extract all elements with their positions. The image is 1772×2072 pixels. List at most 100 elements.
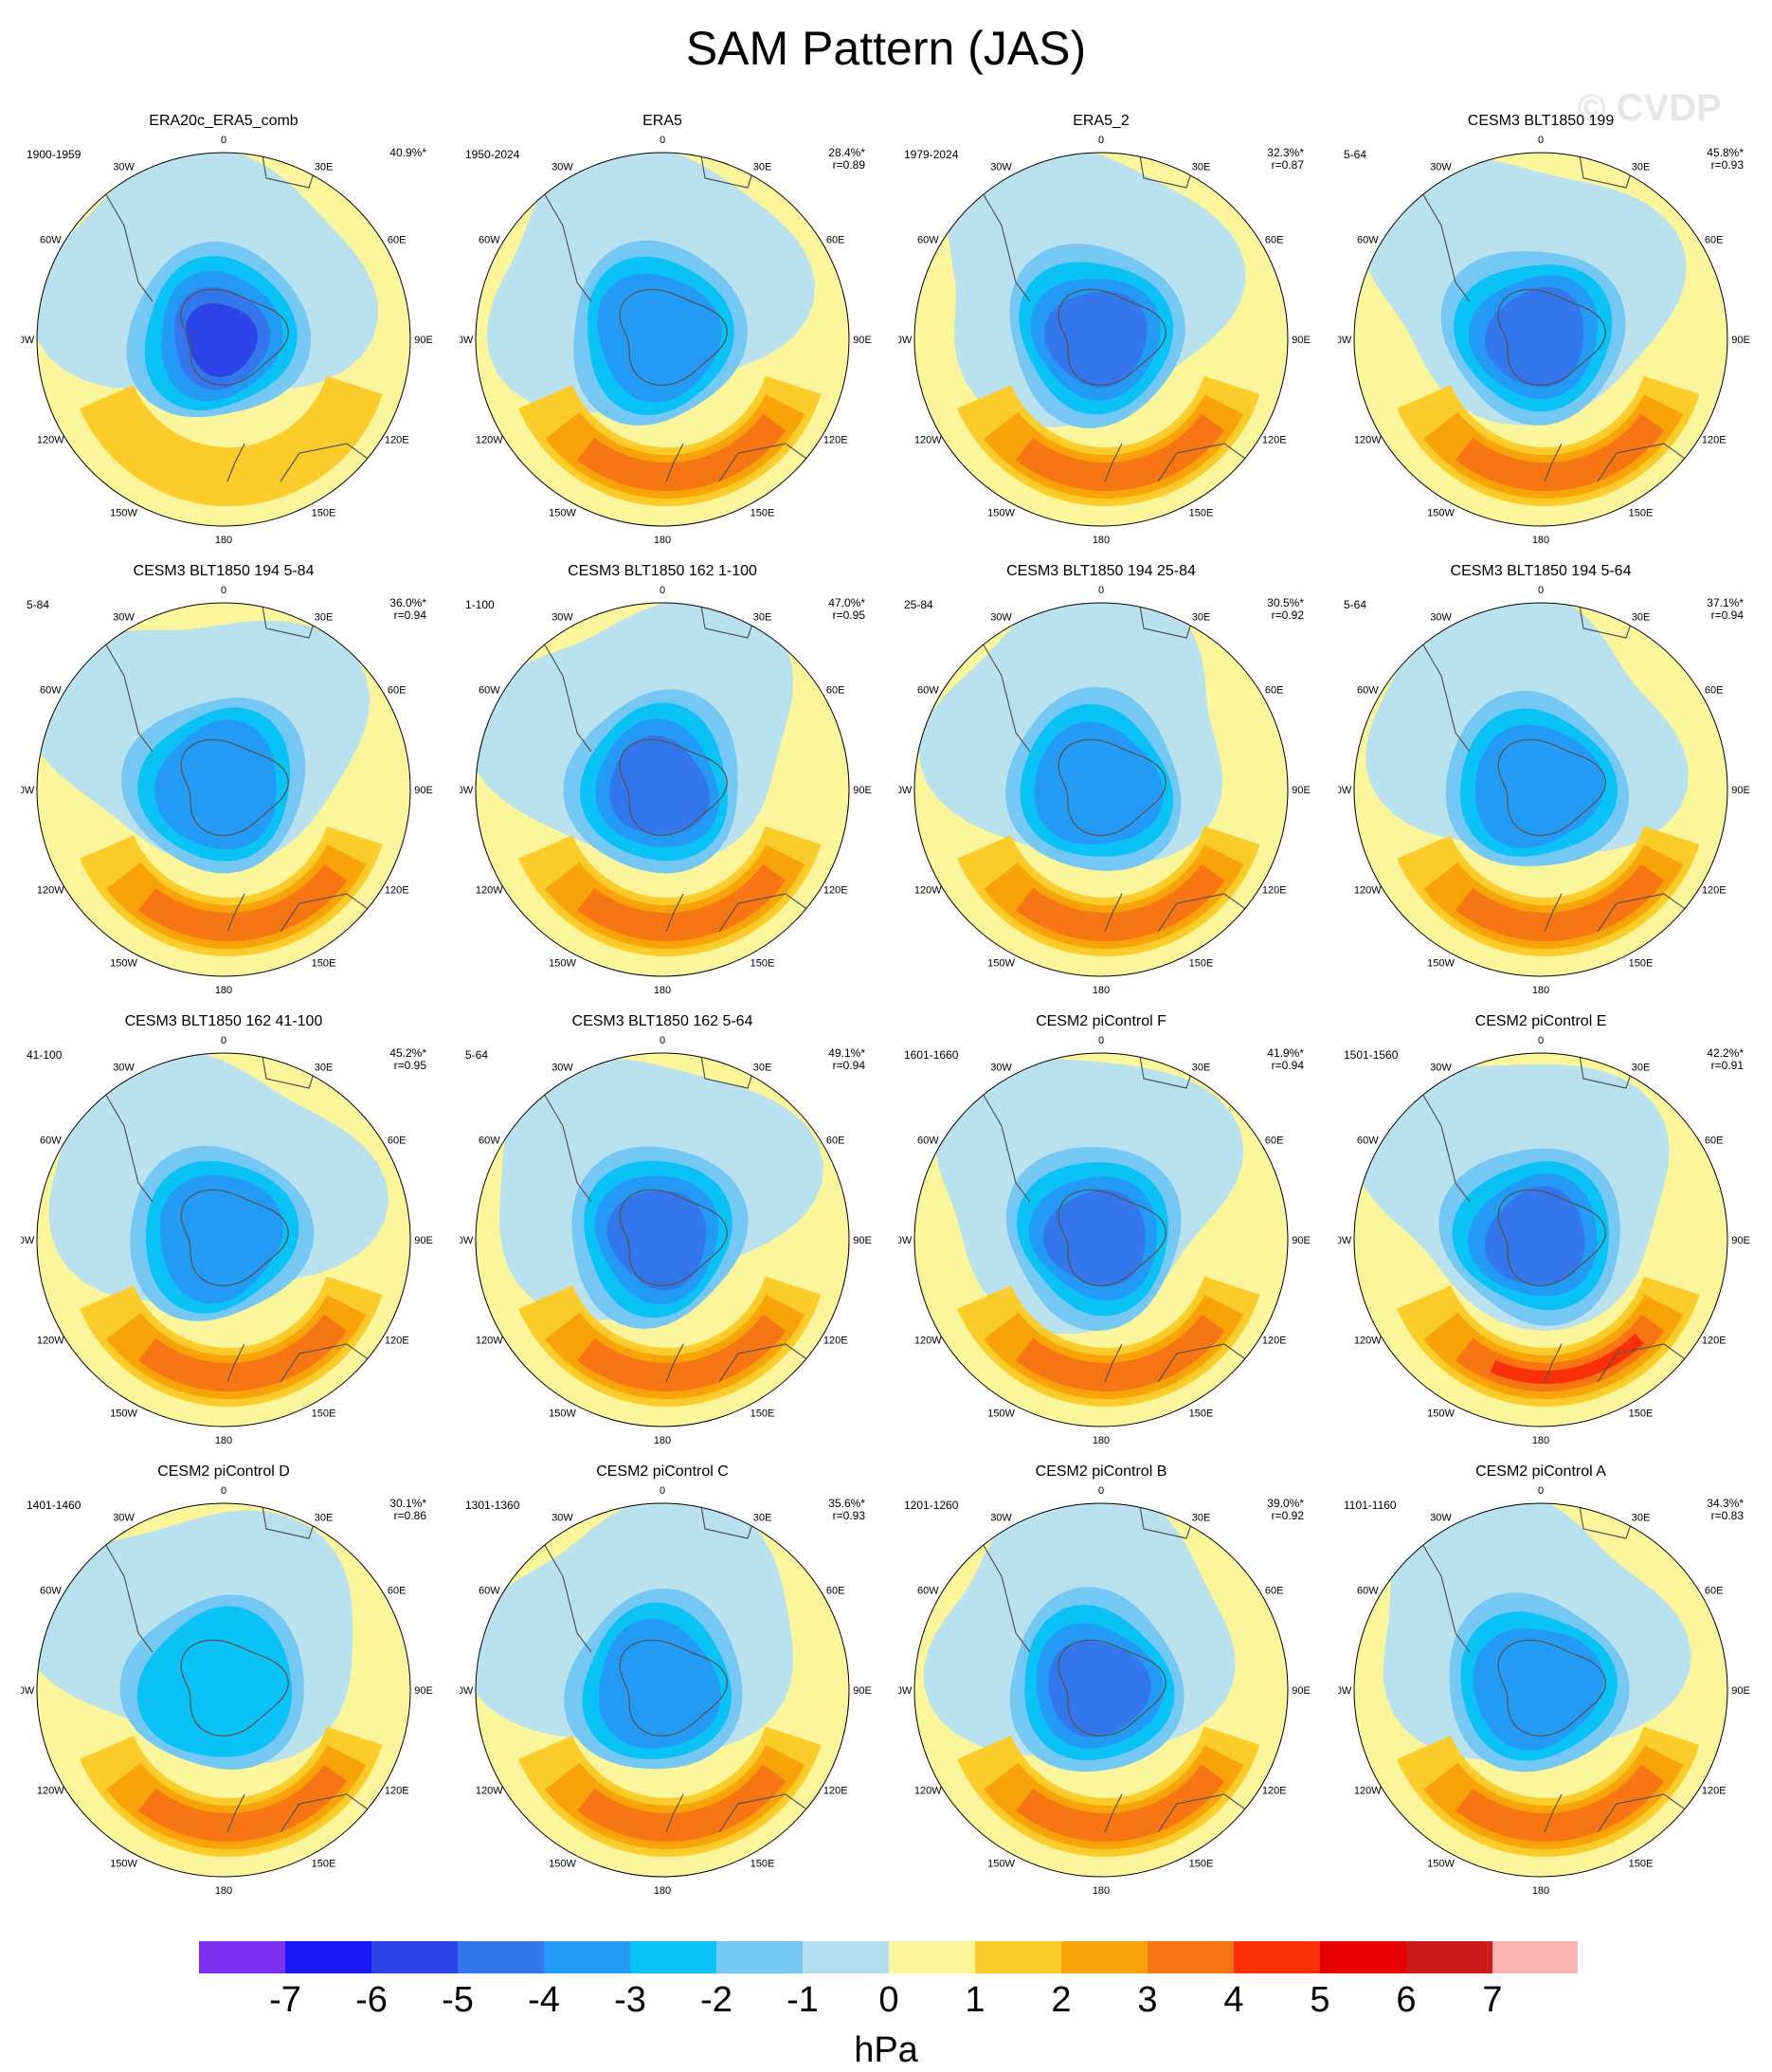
antarctica-coastline — [180, 738, 289, 837]
panel-period: 25-84 — [904, 598, 933, 611]
antarctica-coastline — [1058, 738, 1166, 837]
panel-title: ERA5 — [642, 113, 682, 129]
colorbar-tick-label: -5 — [442, 1980, 474, 2020]
contour-level--4 — [597, 273, 722, 403]
panel-period: 1601-1660 — [904, 1048, 959, 1062]
map-border — [913, 152, 1289, 527]
south-america-coastline — [967, 1068, 1031, 1203]
map-panel: CESM2 piControl A 1101-1160 34.3%* r=0.83 0 3… — [1338, 1463, 1770, 1903]
longitude-label: 60E — [826, 1586, 845, 1597]
longitude-label: 90W — [21, 335, 35, 346]
longitude-label: 180 — [1093, 1435, 1110, 1446]
map-border — [36, 152, 411, 527]
panel-correlation: r=0.86 — [393, 1509, 426, 1522]
longitude-label: 90W — [898, 1235, 913, 1246]
longitude-label: 120W — [476, 435, 503, 446]
colorbar-tick-label: -4 — [528, 1980, 560, 2020]
longitude-label: 30W — [551, 1512, 573, 1523]
contour-level--5 — [1484, 1186, 1585, 1285]
panel-period: 5-64 — [1344, 148, 1367, 161]
antarctica-coastline — [1497, 1639, 1606, 1737]
longitude-label: 150W — [987, 1409, 1015, 1420]
longitude-label: 30E — [1192, 1512, 1211, 1523]
panel-period: 1301-1360 — [465, 1499, 520, 1512]
longitude-label: 60W — [40, 235, 62, 246]
south-america-coastline — [967, 168, 1031, 302]
panel-title: CESM2 piControl F — [1036, 1013, 1166, 1029]
polar-map: 0 30E 60E 90E 120E 150E 180 150W 120W 90W 60W 30W — [898, 1485, 1311, 1897]
longitude-label: 150W — [110, 958, 137, 970]
longitude-label: 150W — [110, 1859, 137, 1870]
antarctica-coastline — [180, 1639, 289, 1737]
map-border — [913, 1052, 1289, 1427]
new-zealand-coastline — [1544, 893, 1563, 933]
map-border — [1353, 1502, 1728, 1878]
contour-level--5 — [609, 736, 710, 834]
panel-title: CESM2 piControl C — [596, 1463, 729, 1480]
contour-level-3 — [1015, 1764, 1225, 1842]
colorbar-swatch — [975, 1941, 1061, 1973]
longitude-label: 120E — [1262, 435, 1287, 446]
panel-correlation: r=0.87 — [1271, 158, 1304, 172]
panel-period: 5-64 — [1344, 598, 1367, 611]
colorbar-swatch — [285, 1941, 371, 1973]
polar-map: 0 30E 60E 90E 120E 150E 180 150W 120W 90W 60W 30W — [21, 1035, 433, 1446]
longitude-label: 150E — [750, 1859, 775, 1870]
longitude-label: 60W — [40, 1136, 62, 1147]
panel-explained-variance: 30.1%* — [389, 1497, 426, 1510]
panel-title: CESM3 BLT1850 162 1-100 — [568, 563, 757, 579]
longitude-label: 90W — [1338, 335, 1352, 346]
panel-period: 1900-1959 — [27, 148, 81, 161]
longitude-label: 90E — [414, 1235, 433, 1246]
map-border — [475, 1502, 850, 1878]
longitude-label: 60E — [826, 685, 845, 697]
longitude-label: 150W — [987, 958, 1015, 970]
antarctica-coastline — [619, 1639, 728, 1737]
panel-period: 1201-1260 — [904, 1499, 959, 1512]
map-panel: CESM3 BLT1850 194 5-64 5-64 37.1%* r=0.94 0 3… — [1338, 562, 1770, 1003]
panel-title: ERA5_2 — [1073, 113, 1130, 129]
longitude-label: 0 — [1538, 1035, 1544, 1046]
colorbar-swatch — [716, 1941, 803, 1973]
panel-period: 1979-2024 — [904, 148, 959, 161]
longitude-label: 30E — [753, 1512, 772, 1523]
contour-level-3 — [137, 863, 348, 941]
longitude-label: 60W — [917, 685, 939, 697]
panel-explained-variance: 45.8%* — [1707, 146, 1744, 159]
map-border — [1353, 152, 1728, 527]
panel-title: CESM3 BLT1850 194 25-84 — [1006, 563, 1196, 579]
longitude-label: 0 — [1098, 1485, 1104, 1497]
panel-explained-variance: 47.0%* — [828, 596, 865, 609]
longitude-label: 150E — [312, 508, 336, 519]
longitude-label: 60E — [1265, 1136, 1284, 1147]
panel-correlation: r=0.93 — [1710, 158, 1744, 172]
longitude-label: 120W — [1354, 435, 1382, 446]
longitude-label: 60E — [388, 685, 407, 697]
contour-level-3 — [576, 413, 787, 491]
contour-level--5 — [1048, 1641, 1151, 1737]
colorbar-tick-label: -2 — [700, 1980, 732, 2020]
longitude-label: 60E — [1705, 685, 1724, 697]
longitude-label: 90E — [1731, 785, 1750, 796]
longitude-label: 60W — [1357, 1136, 1379, 1147]
colorbar-swatch — [1234, 1941, 1320, 1973]
longitude-label: 180 — [215, 985, 232, 996]
longitude-label: 90E — [853, 1685, 872, 1697]
polar-map: 0 30E 60E 90E 120E 150E 180 150W 120W 90W 60W 30W — [1338, 585, 1750, 996]
new-zealand-coastline — [665, 1343, 684, 1383]
panel-title: CESM3 BLT1850 194 5-84 — [133, 563, 315, 579]
contour-level-3 — [1015, 413, 1225, 491]
longitude-label: 180 — [654, 1435, 671, 1446]
longitude-label: 150W — [1427, 1859, 1455, 1870]
antarctica-coastline — [1058, 1639, 1166, 1737]
longitude-label: 0 — [660, 135, 665, 146]
new-zealand-coastline — [1104, 443, 1123, 482]
longitude-label: 120E — [823, 435, 848, 446]
longitude-label: 120E — [385, 1336, 409, 1347]
contour-level-3 — [576, 1764, 787, 1842]
contour-level-3 — [137, 1314, 348, 1391]
longitude-label: 60W — [479, 1136, 500, 1147]
contour-level-3 — [576, 1314, 787, 1391]
map-panel: CESM3 BLT1850 199 5-64 45.8%* r=0.93 0 30E 60E… — [1338, 112, 1770, 553]
map-panel: ERA20c_ERA5_comb 1900-1959 40.9%* 0 30E 60E 90… — [21, 112, 453, 553]
